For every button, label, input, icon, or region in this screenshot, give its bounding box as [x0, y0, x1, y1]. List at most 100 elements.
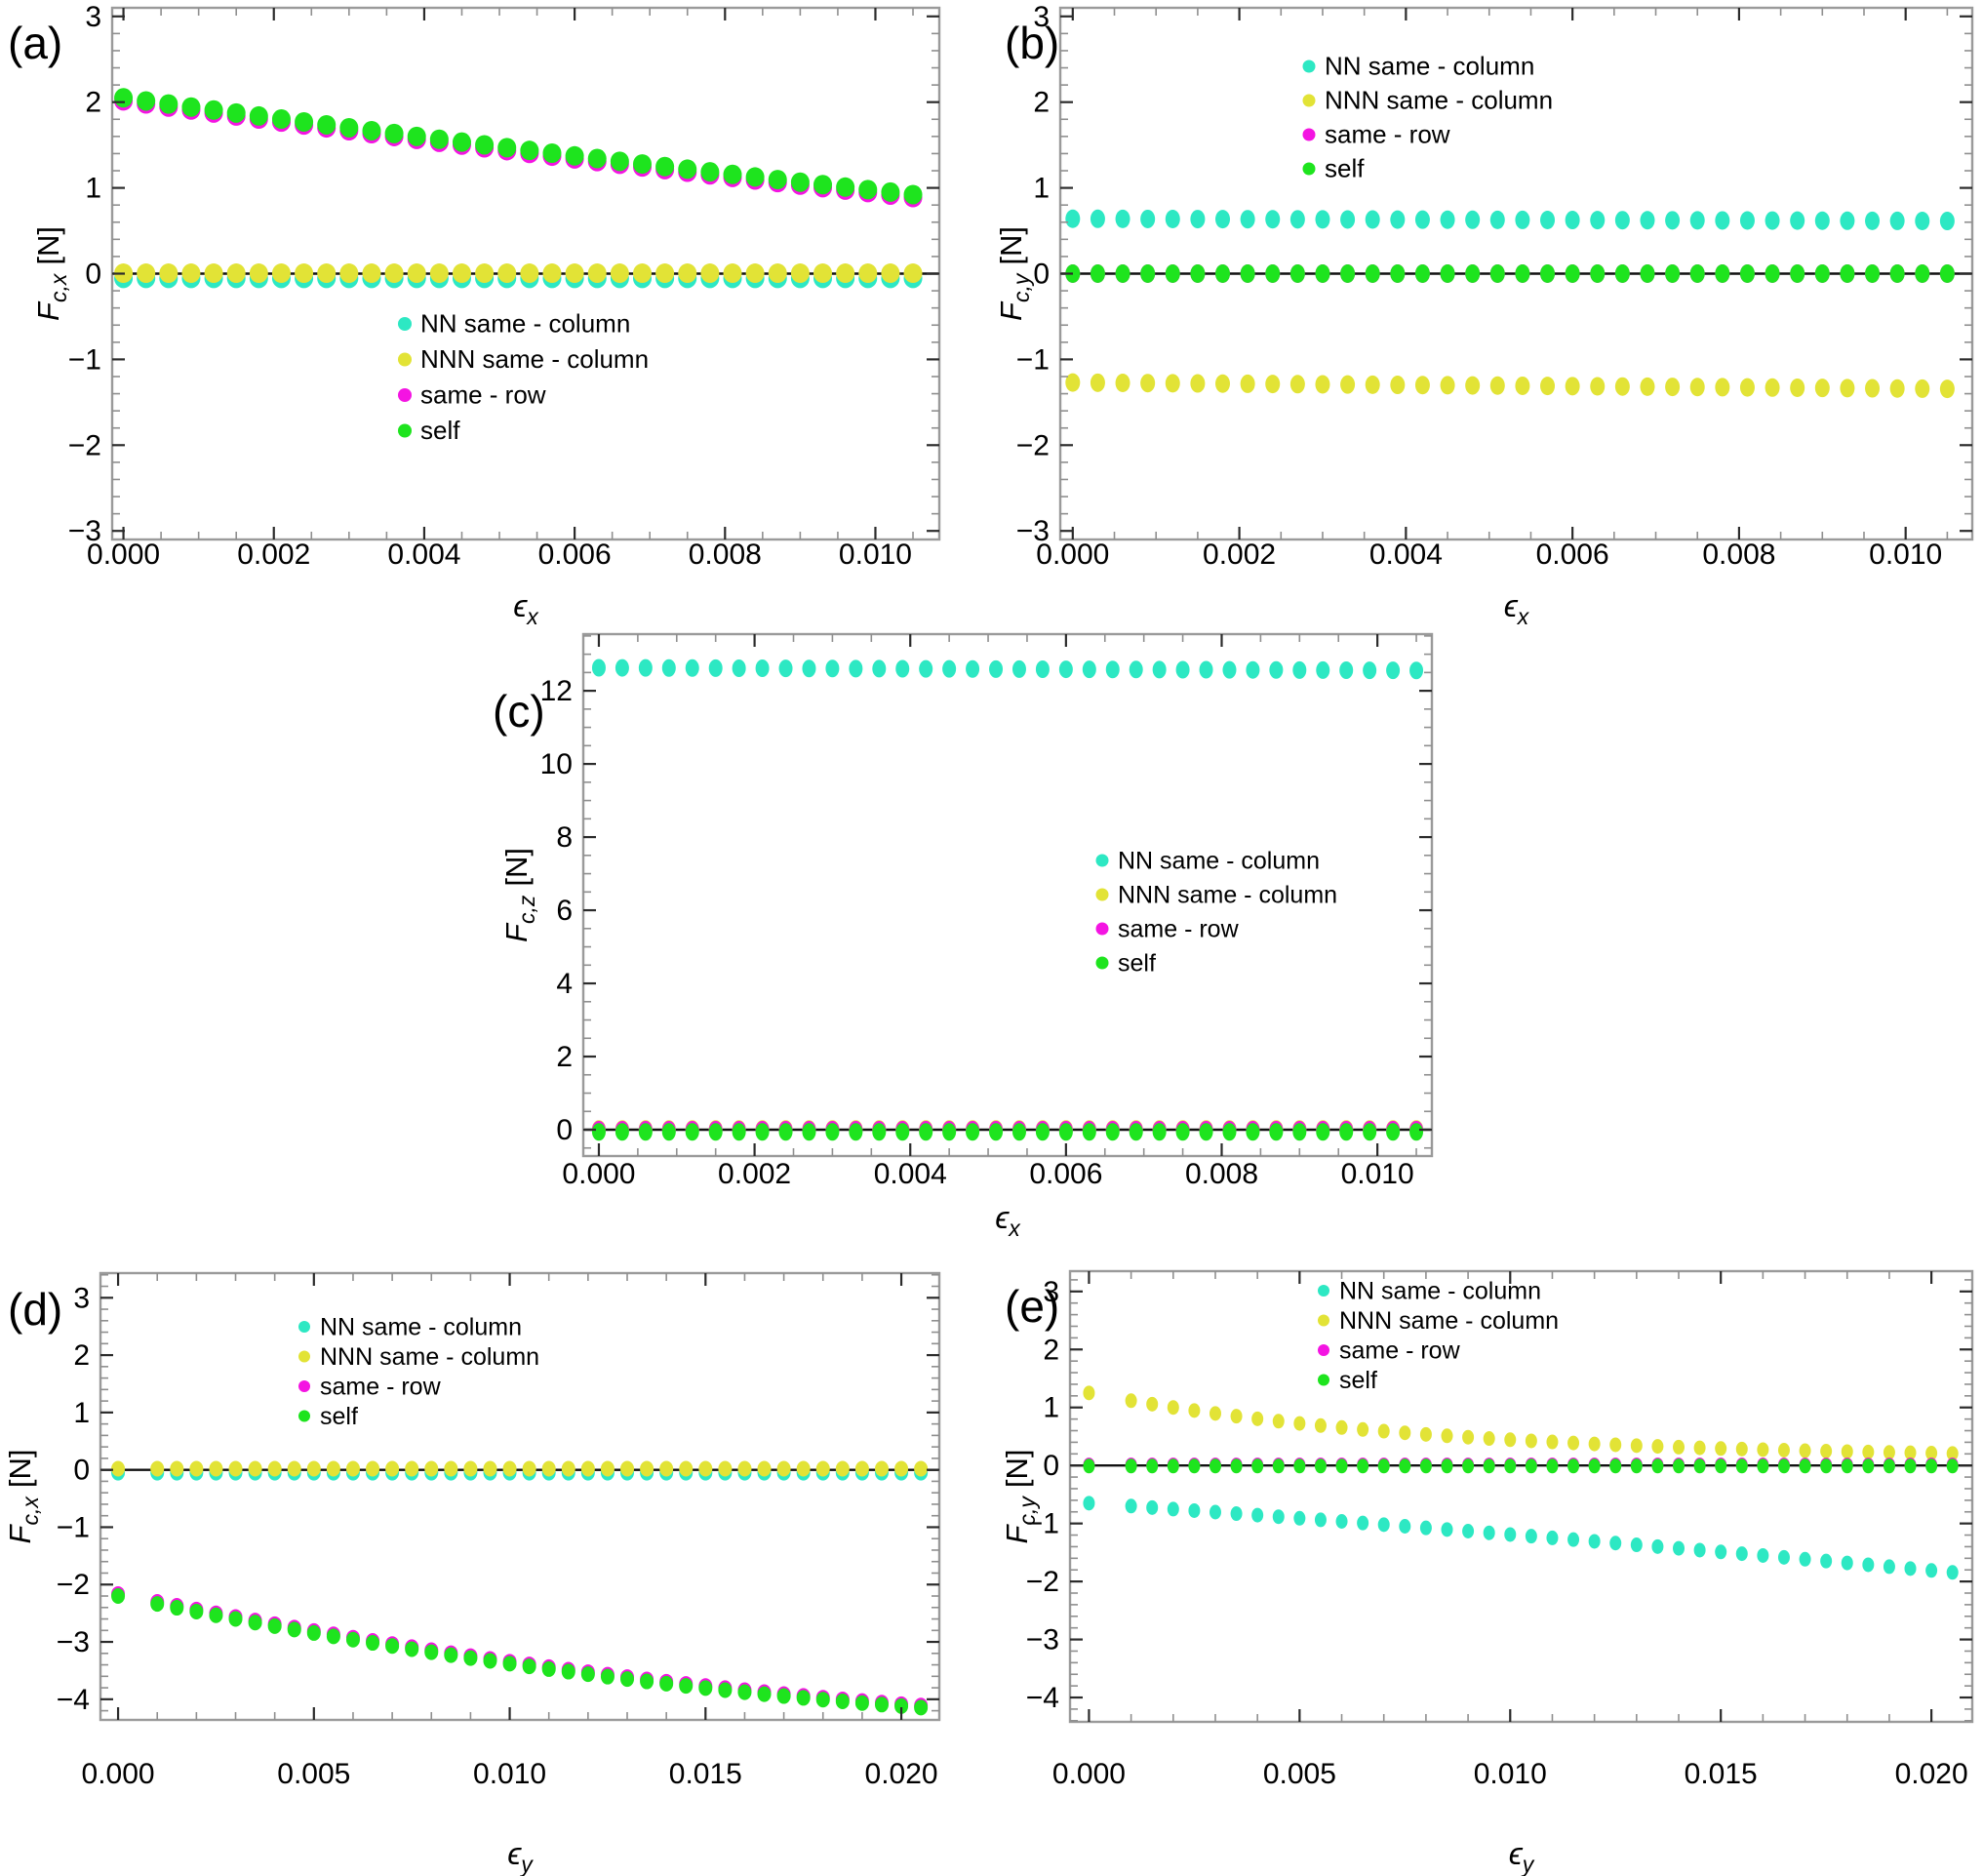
- data-point: [362, 120, 381, 140]
- data-point: [475, 135, 495, 155]
- legend-label: same - row: [1118, 916, 1240, 943]
- data-point: [248, 1460, 262, 1477]
- data-point: [137, 263, 156, 284]
- data-point: [1915, 379, 1930, 398]
- data-point: [1715, 1544, 1727, 1560]
- data-point: [1925, 1458, 1938, 1474]
- data-point: [914, 1699, 929, 1716]
- data-point: [1799, 1458, 1811, 1474]
- data-point: [1293, 1458, 1306, 1474]
- data-point: [737, 1460, 752, 1477]
- y-axis-label: Fc,z[N]: [499, 848, 539, 942]
- data-point: [600, 1668, 615, 1685]
- data-point: [678, 263, 697, 284]
- data-point: [1090, 373, 1105, 392]
- data-point: [1335, 1514, 1348, 1530]
- legend-marker-nnn: [298, 1350, 310, 1363]
- data-point: [1546, 1530, 1559, 1545]
- panel-label: (b): [1005, 18, 1059, 68]
- data-point: [1565, 377, 1580, 396]
- data-point: [1357, 1458, 1369, 1474]
- x-tick-label: 0.020: [1895, 1758, 1968, 1790]
- data-point: [287, 1460, 301, 1477]
- x-tick-label: 0.005: [277, 1758, 350, 1790]
- data-point: [520, 140, 539, 161]
- legend: NN same - column NNN same - column same - …: [1302, 52, 1553, 183]
- data-point: [737, 1684, 752, 1700]
- data-point: [1357, 1515, 1369, 1531]
- data-point: [1735, 1458, 1748, 1474]
- y-tick-label: 10: [540, 748, 573, 780]
- legend-label: same - row: [320, 1374, 442, 1401]
- data-point: [1365, 210, 1380, 229]
- data-point: [700, 162, 720, 182]
- data-point: [424, 1644, 439, 1660]
- data-point: [745, 167, 765, 187]
- data-point: [522, 1658, 536, 1675]
- x-tick-label: 0.004: [1369, 539, 1443, 571]
- data-point: [1865, 379, 1881, 398]
- data-point: [1419, 1426, 1432, 1442]
- data-point: [745, 263, 765, 284]
- data-point: [317, 263, 337, 284]
- x-tick-label: 0.010: [1474, 1758, 1547, 1790]
- legend-marker-nn: [1095, 854, 1109, 867]
- data-point: [1175, 1123, 1190, 1141]
- data-point: [1777, 1442, 1790, 1457]
- data-point: [502, 1656, 517, 1672]
- data-point: [1693, 1458, 1706, 1474]
- data-point: [1462, 1523, 1475, 1538]
- data-point: [1777, 1458, 1790, 1474]
- data-point: [1209, 1458, 1221, 1474]
- data-point: [1386, 661, 1401, 680]
- data-point: [1357, 1421, 1369, 1437]
- data-point: [1799, 1551, 1811, 1567]
- data-point: [698, 1680, 713, 1696]
- x-tick-label: 0.000: [1036, 539, 1109, 571]
- data-point: [587, 263, 607, 284]
- data-point: [1209, 1406, 1221, 1421]
- data-point: [835, 1694, 850, 1710]
- data-point: [502, 1460, 517, 1477]
- data-point: [1640, 211, 1655, 230]
- data-point: [1105, 1123, 1120, 1141]
- data-point: [1289, 375, 1305, 394]
- data-point: [345, 1460, 360, 1477]
- data-point: [1146, 1458, 1159, 1474]
- y-axis-label: Fc,y[N]: [1000, 1450, 1040, 1544]
- legend-marker-row: [1302, 128, 1316, 141]
- data-point: [685, 659, 699, 677]
- data-point: [1693, 1440, 1706, 1456]
- data-point: [1035, 659, 1050, 678]
- data-point: [249, 263, 268, 284]
- y-tick-label: −4: [1026, 1682, 1059, 1714]
- data-point: [1115, 264, 1130, 283]
- data-point: [1167, 1458, 1179, 1474]
- data-point: [813, 175, 833, 195]
- data-point: [708, 1123, 723, 1141]
- data-point: [561, 1663, 575, 1680]
- data-point: [565, 263, 584, 284]
- panel-label: (c): [493, 686, 545, 737]
- data-point: [306, 1624, 321, 1641]
- data-point: [1565, 264, 1580, 283]
- data-point: [1222, 660, 1237, 679]
- data-point: [1340, 375, 1356, 394]
- data-point: [407, 263, 426, 284]
- data-point: [1140, 264, 1156, 283]
- data-point: [718, 1460, 733, 1477]
- data-point: [1058, 660, 1073, 679]
- data-point: [317, 114, 337, 135]
- data-point: [541, 1460, 556, 1477]
- data-point: [1483, 1458, 1495, 1474]
- y-tick-label: 3: [1043, 1276, 1059, 1308]
- series-nnn: [1083, 1385, 1959, 1461]
- data-point: [248, 1615, 262, 1631]
- data-point: [778, 659, 793, 678]
- series-self: [111, 1588, 929, 1716]
- data-point: [815, 1692, 830, 1708]
- x-tick-label: 0.008: [1185, 1158, 1258, 1190]
- legend: NN same - column NNN same - column same - …: [1095, 848, 1337, 978]
- data-point: [894, 1460, 909, 1477]
